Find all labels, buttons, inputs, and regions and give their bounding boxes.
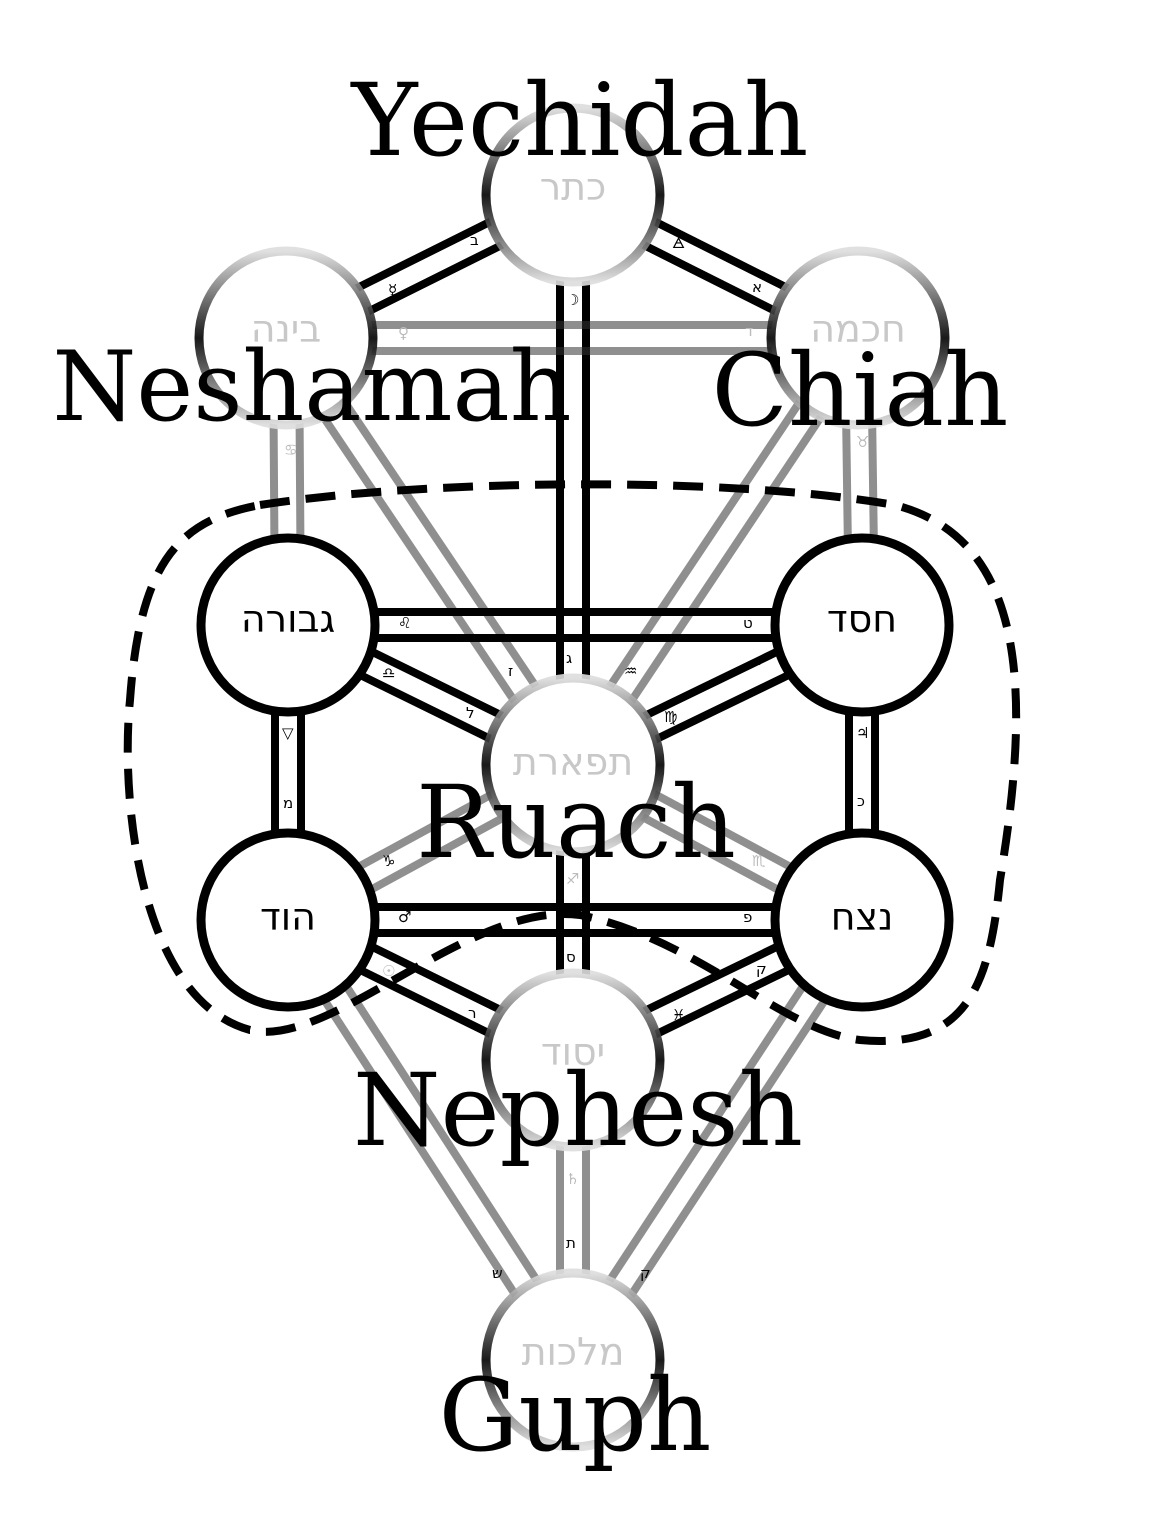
glyph-chesed-netzach: כ xyxy=(857,792,865,810)
sephirah-tiferet xyxy=(481,673,665,857)
yesod-name: יסוד xyxy=(541,1030,605,1074)
glyph-keter-chokmah: א xyxy=(752,278,762,296)
ruach-boundary-dashed xyxy=(123,480,1021,1045)
glyph-binah-chokmah: ד xyxy=(745,322,753,340)
glyph-binah-tiferet: ז xyxy=(508,662,513,680)
glyph-yesod-malkuth: ת xyxy=(566,1234,576,1252)
glyph-keter-tiferet-sym: ☽ xyxy=(566,291,579,309)
glyph-netzach-malkuth: ק xyxy=(640,1264,651,1282)
sephirah-netzach xyxy=(770,828,954,1012)
hod-name: הוד xyxy=(260,895,316,939)
glyph-netzach-yesod: ק xyxy=(756,960,767,978)
label-ruach: Ruach xyxy=(416,764,736,881)
label-chiah: Chiah xyxy=(712,332,1009,449)
glyph-netzach-yesod-sym: ♓ xyxy=(672,1006,685,1024)
glyph-hod-yesod: ר xyxy=(468,1004,476,1022)
sephirah-chokmah xyxy=(766,246,950,430)
glyph-hod-netzach: פ xyxy=(743,908,752,926)
glyph-gevurah-hod-sym: ▽ xyxy=(282,724,294,742)
glyph-chokmah-tiferet-sym: ♒ xyxy=(624,662,637,680)
sephirah-malkuth xyxy=(481,1268,665,1452)
glyph-tiferet-netzach-sym: ♏ xyxy=(752,852,766,870)
gevurah-name: גבורה xyxy=(241,597,335,641)
glyph-tiferet-yesod-sym: ♐ xyxy=(566,870,579,888)
sephirah-chesed xyxy=(770,533,954,717)
netzach-name: נצח xyxy=(831,895,894,939)
glyph-hod-malkuth: ש xyxy=(492,1264,503,1282)
label-yechidah: Yechidah xyxy=(350,62,809,179)
glyph-gevurah-chesed: ט xyxy=(743,614,753,632)
glyph-chesed-tiferet-sym: ♍ xyxy=(664,708,677,726)
glyph-chokmah-chesed-sym: ♉ xyxy=(856,433,869,451)
sephiroth xyxy=(194,103,954,1452)
glyph-hod-netzach-sym: ♂ xyxy=(398,908,411,926)
label-neshamah: Neshamah xyxy=(52,331,571,443)
path-glyphs: ב ☿ 🜁 א ☽ ♀ ד ♋ ♉ ♌ ט ♎ ל ז ג ♒ י ♍ ▽ מ … xyxy=(282,231,869,1282)
glyph-yesod-malkuth-sym: ♄ xyxy=(566,1170,579,1188)
label-nephesh: Nephesh xyxy=(353,1052,803,1169)
glyph-tiferet-yesod: ס xyxy=(566,948,576,966)
sephirah-keter xyxy=(481,103,665,287)
tiferet-name: תפארת xyxy=(513,740,634,784)
glyph-chesed-netzach-sym: ♃ xyxy=(856,724,869,742)
glyph-binah-gevurah-sym: ♋ xyxy=(284,441,297,459)
sephirah-hod xyxy=(196,828,380,1012)
sephirah-yesod xyxy=(481,968,665,1152)
glyph-gevurah-hod: מ xyxy=(283,794,293,812)
glyph-keter-tiferet: ג xyxy=(566,649,572,667)
glyph-keter-binah-sym: ☿ xyxy=(388,281,397,299)
glyph-keter-chokmah-sym: 🜁 xyxy=(672,234,685,252)
label-guph: Guph xyxy=(439,1357,712,1474)
glyph-gevurah-chesed-sym: ♌ xyxy=(398,614,411,632)
sephirah-gevurah xyxy=(196,533,380,717)
keter-name: כתר xyxy=(540,165,607,209)
glyph-gevurah-tiferet-sym: ♎ xyxy=(382,664,395,682)
glyph-keter-binah: ב xyxy=(470,231,479,249)
glyph-binah-chokmah-sym: ♀ xyxy=(398,324,409,342)
glyph-gevurah-tiferet: ל xyxy=(466,704,475,722)
sephirah-binah xyxy=(194,246,378,430)
chesed-name: חסד xyxy=(827,597,897,641)
glyph-hod-yesod-sym: ☉ xyxy=(382,962,395,980)
binah-name: בינה xyxy=(251,307,322,351)
glyph-tiferet-hod-sym: ♑ xyxy=(382,852,395,870)
malkuth-name: מלכות xyxy=(522,1330,625,1374)
chokmah-name: חכמה xyxy=(810,307,906,351)
glyph-chesed-tiferet: י xyxy=(758,654,761,672)
